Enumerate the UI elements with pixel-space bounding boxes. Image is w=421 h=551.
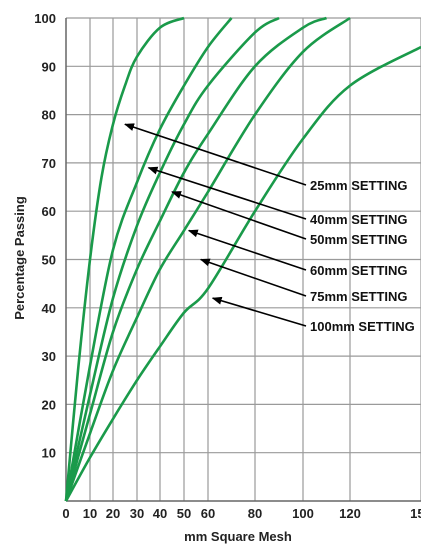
- annotation-arrow: [187, 229, 307, 271]
- x-axis-title: mm Square Mesh: [184, 529, 292, 544]
- annotation-arrow: [147, 166, 307, 220]
- x-tick-label: 30: [130, 506, 144, 521]
- x-tick-label: 10: [83, 506, 97, 521]
- annotation-label: 50mm SETTING: [310, 232, 408, 247]
- x-tick-label: 40: [153, 506, 167, 521]
- series-line: [64, 45, 421, 502]
- y-tick-label: 40: [42, 301, 56, 316]
- y-tick-label: 90: [42, 59, 56, 74]
- y-tick-label: 10: [42, 446, 56, 461]
- annotation-label: 100mm SETTING: [310, 319, 415, 334]
- y-tick-label: 50: [42, 253, 56, 268]
- y-tick-label: 30: [42, 349, 56, 364]
- series-line: [64, 17, 233, 502]
- series-line: [64, 16, 327, 502]
- x-tick-label: 20: [106, 506, 120, 521]
- x-tick-label: 120: [339, 506, 361, 521]
- series-line: [64, 16, 185, 502]
- series-line: [64, 16, 351, 502]
- x-tick-label: 50: [177, 506, 191, 521]
- series-lines: [64, 16, 421, 502]
- y-tick-label: 70: [42, 156, 56, 171]
- y-tick-label: 80: [42, 108, 56, 123]
- x-tick-label: 150: [410, 506, 421, 521]
- x-tick-label: 80: [248, 506, 262, 521]
- y-tick-label: 100: [34, 11, 56, 26]
- x-tick-label: 60: [201, 506, 215, 521]
- y-tick-label: 20: [42, 397, 56, 412]
- annotation-arrow: [211, 296, 307, 327]
- annotation-label: 40mm SETTING: [310, 212, 408, 227]
- x-tick-label: 0: [62, 506, 69, 521]
- x-tick-label: 100: [292, 506, 314, 521]
- annotation-label: 60mm SETTING: [310, 263, 408, 278]
- annotation-label: 25mm SETTING: [310, 178, 408, 193]
- annotations: 25mm SETTING 40mm SETTING 50mm SETTING 60mm…: [124, 123, 415, 334]
- axes: 10 20 30 40 50 60 70 80 90 100 0 10 20 30 40 50 60 80 100 1…: [34, 11, 421, 521]
- series-line: [64, 16, 280, 502]
- y-axis-title: Percentage Passing: [12, 196, 27, 320]
- annotation-arrow: [199, 258, 307, 297]
- y-tick-label: 60: [42, 204, 56, 219]
- grid: [66, 17, 421, 501]
- annotation-arrow: [171, 191, 307, 240]
- annotation-arrow: [124, 123, 307, 186]
- annotation-label: 75mm SETTING: [310, 289, 408, 304]
